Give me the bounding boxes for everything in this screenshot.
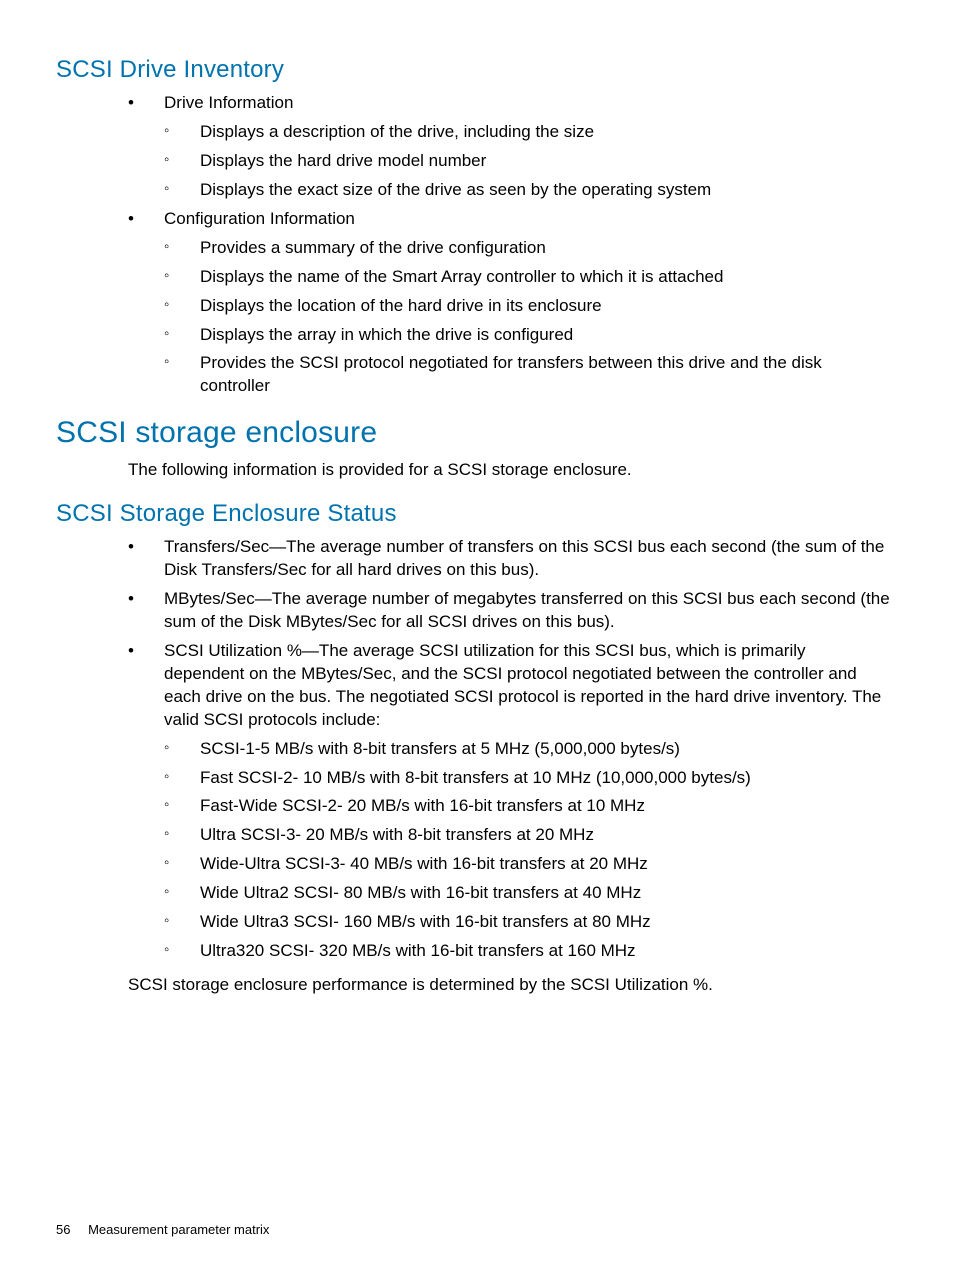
paragraph-closing: SCSI storage enclosure performance is de… — [128, 973, 890, 997]
paragraph-intro: The following information is provided fo… — [128, 458, 890, 482]
list-item: Ultra320 SCSI- 320 MB/s with 16-bit tran… — [164, 940, 890, 963]
list-item-label: Drive Information — [164, 93, 293, 112]
list-item: Fast SCSI-2- 10 MB/s with 8-bit transfer… — [164, 767, 890, 790]
list-item: Displays the name of the Smart Array con… — [164, 266, 890, 289]
heading-scsi-storage-enclosure-status: SCSI Storage Enclosure Status — [56, 500, 890, 528]
list-item: Displays the hard drive model number — [164, 150, 890, 173]
list-item-text: SCSI Utilization %—The average SCSI util… — [164, 641, 881, 729]
page-footer: 56 Measurement parameter matrix — [56, 1222, 269, 1237]
list-item: MBytes/Sec—The average number of megabyt… — [56, 588, 890, 634]
list-item-label: Configuration Information — [164, 209, 355, 228]
list-item: Displays the array in which the drive is… — [164, 324, 890, 347]
list-item: Configuration Information Provides a sum… — [56, 208, 890, 399]
heading-scsi-storage-enclosure: SCSI storage enclosure — [56, 416, 890, 450]
list-item: Displays the location of the hard drive … — [164, 295, 890, 318]
list-drive-inventory: Drive Information Displays a description… — [56, 92, 890, 398]
list-enclosure-status: Transfers/Sec—The average number of tran… — [56, 536, 890, 963]
list-item: Fast-Wide SCSI-2- 20 MB/s with 16-bit tr… — [164, 795, 890, 818]
list-item: SCSI-1-5 MB/s with 8-bit transfers at 5 … — [164, 738, 890, 761]
list-item: Ultra SCSI-3- 20 MB/s with 8-bit transfe… — [164, 824, 890, 847]
list-item: Displays a description of the drive, inc… — [164, 121, 890, 144]
heading-scsi-drive-inventory: SCSI Drive Inventory — [56, 56, 890, 84]
list-item: Wide Ultra3 SCSI- 160 MB/s with 16-bit t… — [164, 911, 890, 934]
list-item: SCSI Utilization %—The average SCSI util… — [56, 640, 890, 963]
page: SCSI Drive Inventory Drive Information D… — [0, 0, 954, 1271]
list-item: Transfers/Sec—The average number of tran… — [56, 536, 890, 582]
list-item: Provides a summary of the drive configur… — [164, 237, 890, 260]
sublist-protocols: SCSI-1-5 MB/s with 8-bit transfers at 5 … — [164, 738, 890, 964]
sublist: Displays a description of the drive, inc… — [164, 121, 890, 202]
list-item: Drive Information Displays a description… — [56, 92, 890, 202]
list-item: Provides the SCSI protocol negotiated fo… — [164, 352, 890, 398]
chapter-title: Measurement parameter matrix — [88, 1222, 269, 1237]
list-item: Wide-Ultra SCSI-3- 40 MB/s with 16-bit t… — [164, 853, 890, 876]
list-item: Displays the exact size of the drive as … — [164, 179, 890, 202]
list-item: Wide Ultra2 SCSI- 80 MB/s with 16-bit tr… — [164, 882, 890, 905]
page-number: 56 — [56, 1222, 70, 1237]
sublist: Provides a summary of the drive configur… — [164, 237, 890, 399]
